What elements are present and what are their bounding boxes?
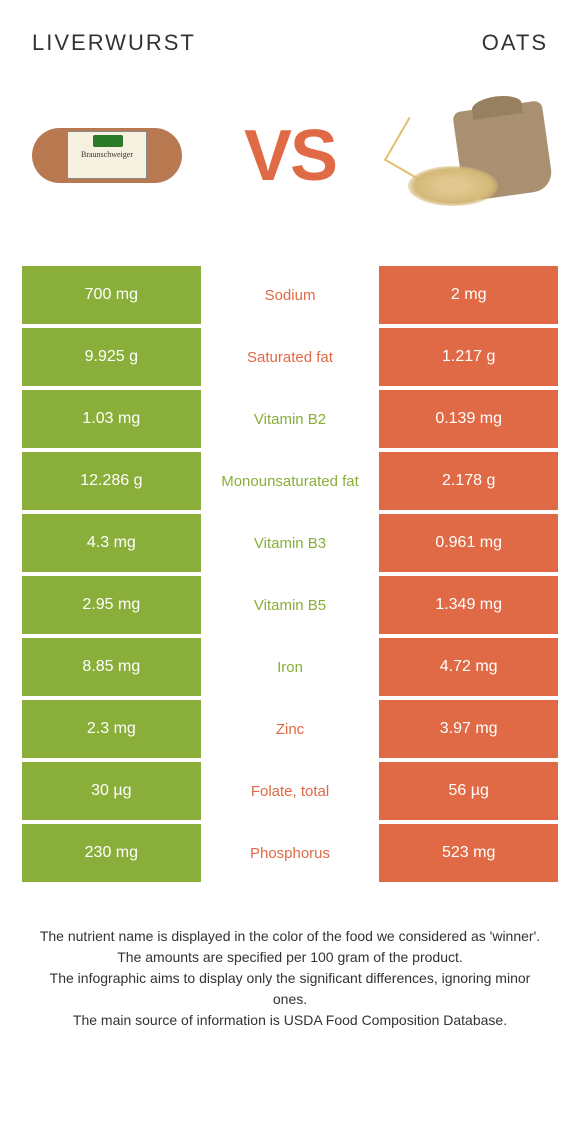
footer-line: The infographic aims to display only the…: [32, 968, 548, 1010]
nutrient-row: 12.286 gMonounsaturated fat2.178 g: [22, 452, 558, 510]
vs-label: VS: [244, 115, 336, 197]
nutrient-label: Vitamin B5: [201, 576, 380, 634]
nutrient-right-value: 56 µg: [379, 762, 558, 820]
nutrient-label: Folate, total: [201, 762, 380, 820]
nutrient-right-value: 523 mg: [379, 824, 558, 882]
nutrient-left-value: 230 mg: [22, 824, 201, 882]
nutrient-left-value: 30 µg: [22, 762, 201, 820]
nutrient-label: Sodium: [201, 266, 380, 324]
nutrient-label: Monounsaturated fat: [201, 452, 380, 510]
nutrient-right-value: 2.178 g: [379, 452, 558, 510]
nutrient-left-value: 12.286 g: [22, 452, 201, 510]
nutrient-right-value: 3.97 mg: [379, 700, 558, 758]
nutrient-left-value: 2.3 mg: [22, 700, 201, 758]
nutrient-row: 4.3 mgVitamin B30.961 mg: [22, 514, 558, 572]
nutrient-left-value: 4.3 mg: [22, 514, 201, 572]
right-food-image: [398, 96, 548, 216]
nutrient-row: 8.85 mgIron4.72 mg: [22, 638, 558, 696]
vs-row: Braunschweiger VS: [22, 86, 558, 266]
nutrient-label: Zinc: [201, 700, 380, 758]
nutrient-row: 30 µgFolate, total56 µg: [22, 762, 558, 820]
footer-line: The main source of information is USDA F…: [32, 1010, 548, 1031]
nutrient-row: 2.3 mgZinc3.97 mg: [22, 700, 558, 758]
nutrient-right-value: 1.217 g: [379, 328, 558, 386]
nutrient-row: 1.03 mgVitamin B20.139 mg: [22, 390, 558, 448]
liverwurst-package-label: Braunschweiger: [67, 131, 147, 179]
nutrient-row: 2.95 mgVitamin B51.349 mg: [22, 576, 558, 634]
left-food-title: Liverwurst: [32, 30, 196, 56]
nutrient-label: Iron: [201, 638, 380, 696]
nutrient-right-value: 1.349 mg: [379, 576, 558, 634]
nutrient-label: Phosphorus: [201, 824, 380, 882]
nutrient-left-value: 2.95 mg: [22, 576, 201, 634]
nutrient-left-value: 8.85 mg: [22, 638, 201, 696]
nutrient-right-value: 0.139 mg: [379, 390, 558, 448]
nutrient-row: 9.925 gSaturated fat1.217 g: [22, 328, 558, 386]
nutrient-right-value: 0.961 mg: [379, 514, 558, 572]
footer-line: The nutrient name is displayed in the co…: [32, 926, 548, 947]
nutrient-left-value: 9.925 g: [22, 328, 201, 386]
nutrient-left-value: 1.03 mg: [22, 390, 201, 448]
nutrient-row: 230 mgPhosphorus523 mg: [22, 824, 558, 882]
footer-line: The amounts are specified per 100 gram o…: [32, 947, 548, 968]
nutrient-label: Vitamin B3: [201, 514, 380, 572]
nutrient-left-value: 700 mg: [22, 266, 201, 324]
header-row: Liverwurst Oats: [22, 20, 558, 86]
nutrient-table: 700 mgSodium2 mg9.925 gSaturated fat1.21…: [22, 266, 558, 882]
nutrient-right-value: 4.72 mg: [379, 638, 558, 696]
left-food-image: Braunschweiger: [32, 96, 182, 216]
nutrient-right-value: 2 mg: [379, 266, 558, 324]
footer-notes: The nutrient name is displayed in the co…: [22, 886, 558, 1031]
right-food-title: Oats: [482, 30, 548, 56]
nutrient-label: Vitamin B2: [201, 390, 380, 448]
nutrient-label: Saturated fat: [201, 328, 380, 386]
nutrient-row: 700 mgSodium2 mg: [22, 266, 558, 324]
